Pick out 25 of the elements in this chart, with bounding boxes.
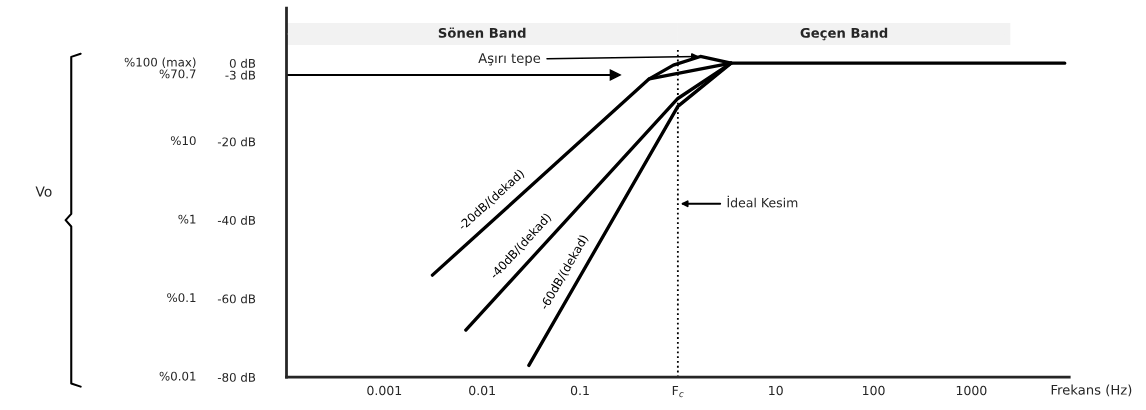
y-tick-label: -3 dB (225, 70, 256, 80)
text: %70.7 (159, 69, 196, 79)
y-tick-label: -20 dB (217, 137, 256, 147)
x-tick-label: 10 (769, 385, 783, 396)
ref-line-label: İdeal Kesim (727, 195, 798, 208)
band-label: Sönen Band (438, 27, 526, 38)
y-tick-label: 0 dB (229, 58, 256, 68)
x-tick-label: 1000 (956, 385, 987, 396)
text: %0.01 (159, 371, 196, 381)
y-tick-label: -80 dB (217, 372, 256, 382)
text: %100 (max) (124, 57, 196, 68)
text: %0.1 (167, 293, 196, 303)
text: Vo (35, 186, 52, 197)
y-tick-label: -60 dB (217, 294, 256, 304)
text: %10 (170, 136, 196, 146)
text: %1 (178, 214, 196, 224)
x-axis-title: Frekans (Hz) (1051, 384, 1132, 397)
x-tick-label: 0.1 (570, 385, 589, 396)
x-tick-label: F$_{c}$ (672, 385, 684, 398)
x-tick-label: 100 (862, 385, 885, 396)
x-tick-label: 0.01 (469, 385, 495, 396)
band-label: Geçen Band (800, 27, 888, 41)
annotation: Aşırı tepe (478, 53, 541, 66)
y-tick-label: -40 dB (217, 215, 256, 225)
x-tick-label: 0.001 (367, 385, 402, 396)
